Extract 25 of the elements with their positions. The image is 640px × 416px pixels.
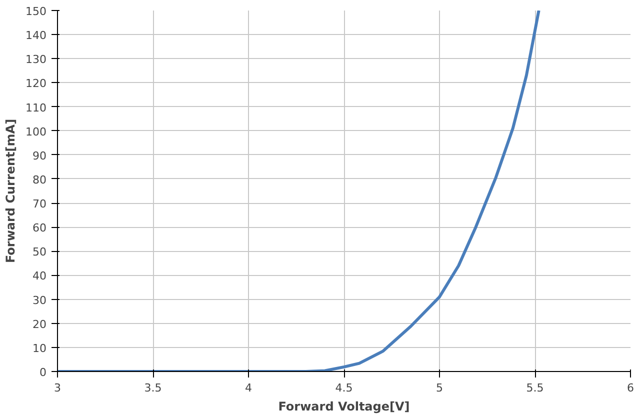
y-tick-label: 90 xyxy=(32,149,47,162)
y-tick-label: 30 xyxy=(32,294,47,307)
x-tick-label: 5 xyxy=(436,382,443,394)
x-tick-label: 3.5 xyxy=(144,382,162,394)
y-tick-label: 80 xyxy=(32,173,47,186)
x-tick-label: 3 xyxy=(54,382,61,394)
y-tick-label: 50 xyxy=(32,246,47,259)
x-tick-label: 5.5 xyxy=(526,382,544,394)
y-tick-label: 40 xyxy=(32,270,47,283)
y-axis-title: Forward Current[mA] xyxy=(4,118,18,264)
x-tick-label: 4 xyxy=(245,382,252,394)
x-tick-label: 6 xyxy=(627,382,634,394)
x-tick-label: 4.5 xyxy=(335,382,353,394)
y-tick-label: 150 xyxy=(26,5,47,18)
y-tick-label: 110 xyxy=(26,101,47,114)
y-tick-label: 120 xyxy=(26,77,47,90)
y-tick-label: 60 xyxy=(32,222,47,235)
y-tick-label: 100 xyxy=(26,125,47,138)
y-tick-label: 140 xyxy=(26,29,47,42)
x-axis-title: Forward Voltage[V] xyxy=(278,400,410,414)
y-tick-label: 130 xyxy=(26,53,47,66)
y-tick-label: 0 xyxy=(40,366,46,379)
y-tick-label: 20 xyxy=(32,318,47,331)
y-tick-label: 70 xyxy=(32,198,47,211)
y-tick-label: 10 xyxy=(32,342,47,355)
